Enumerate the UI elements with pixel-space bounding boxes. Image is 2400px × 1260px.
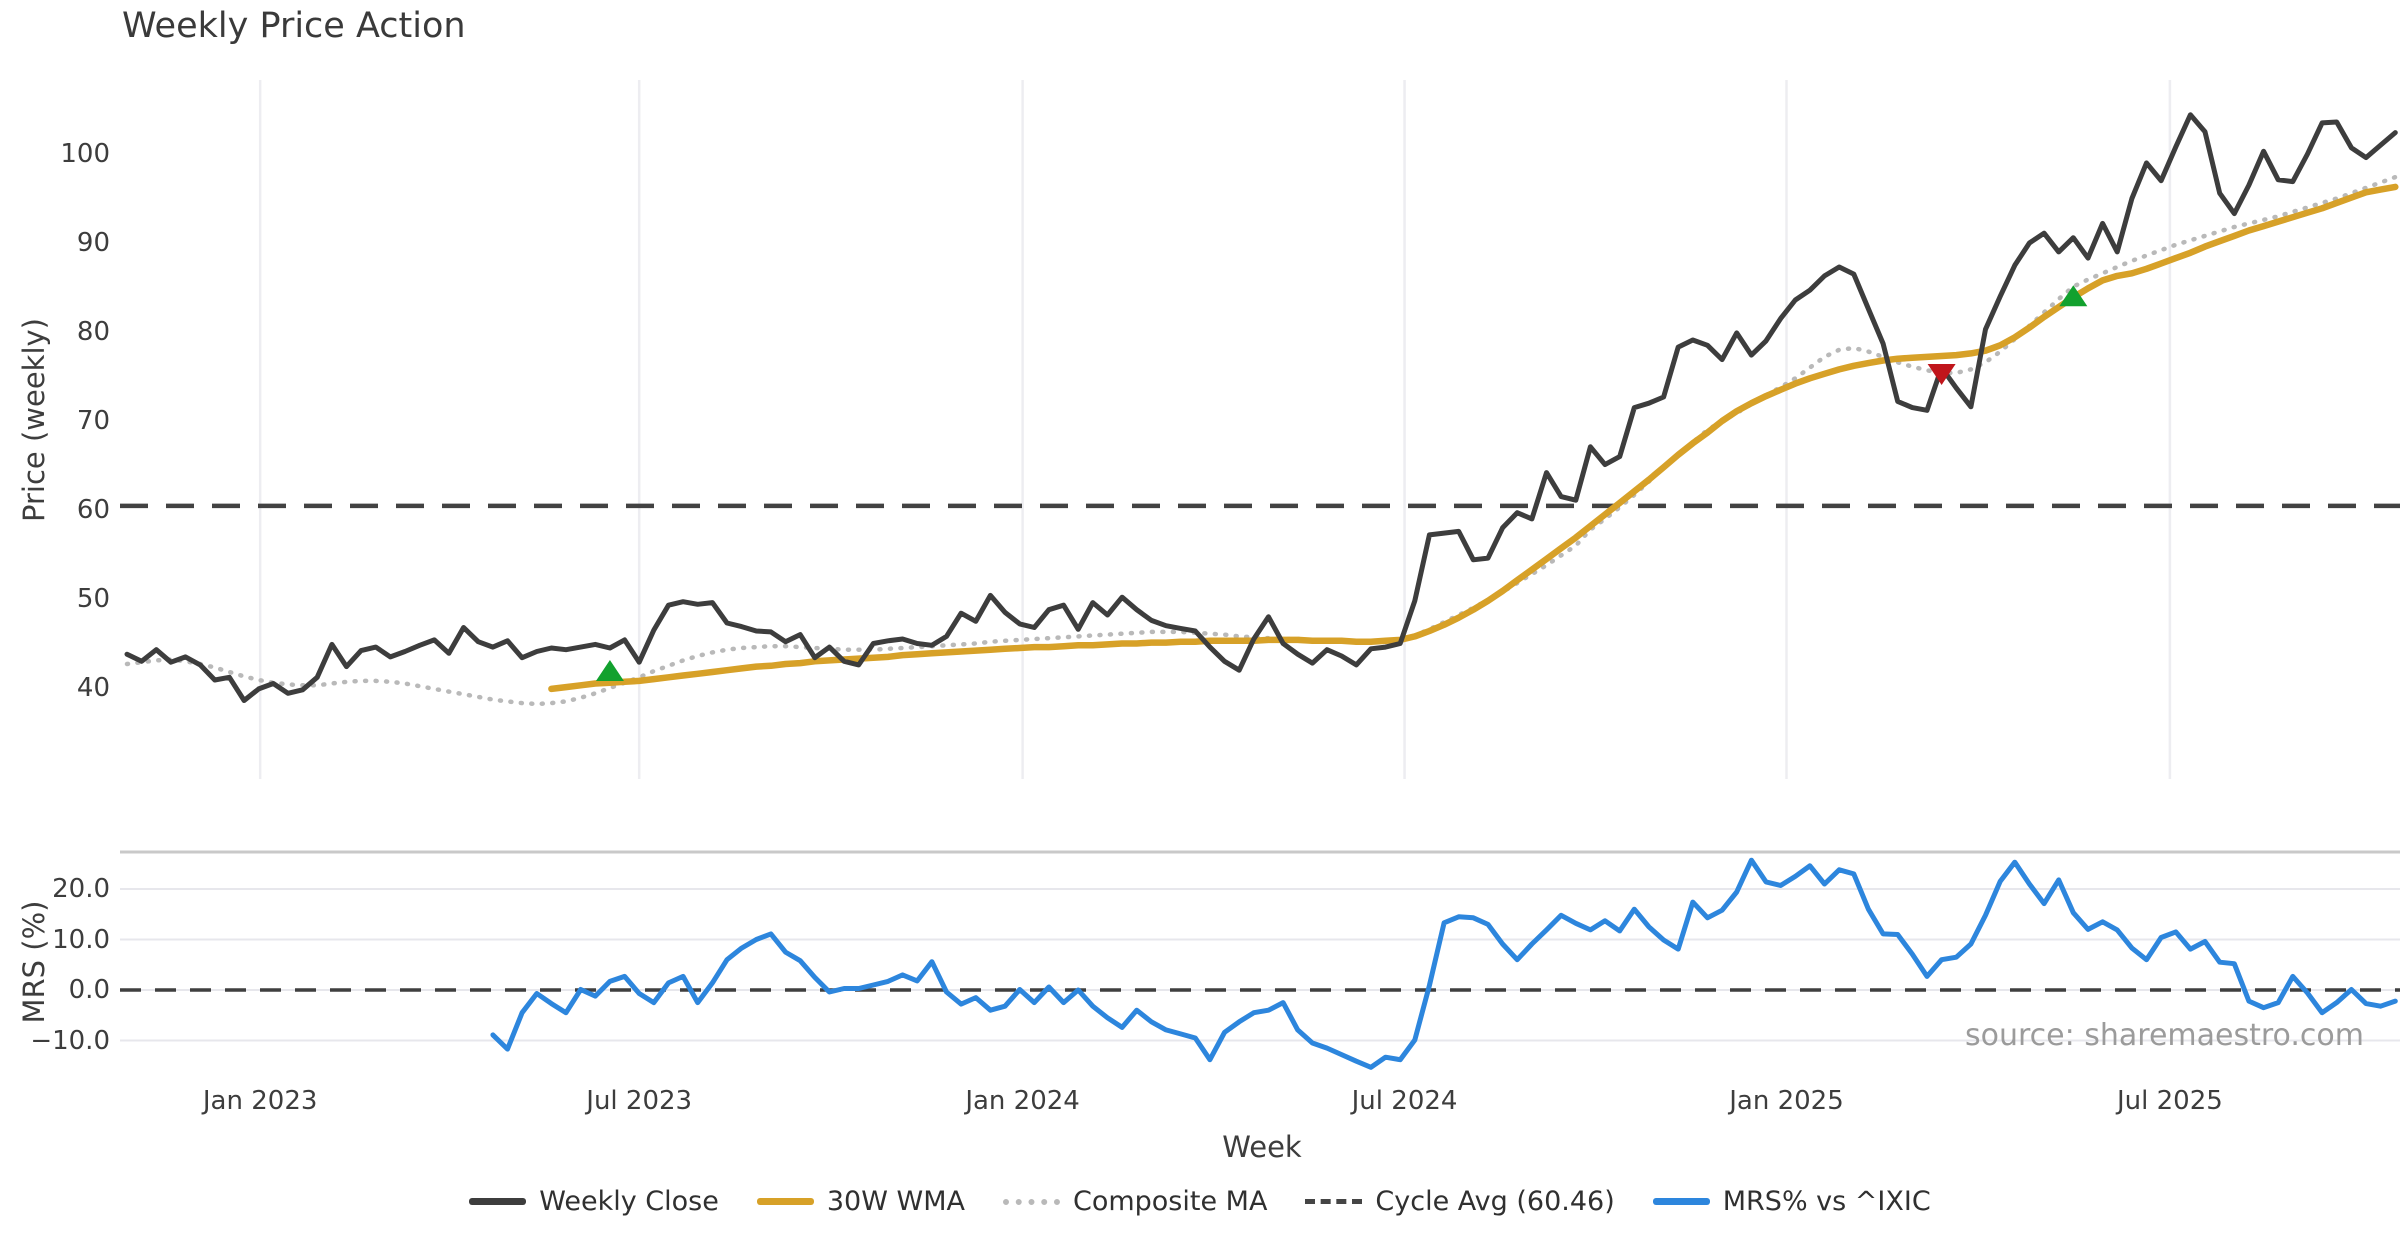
x-tick: Jan 2024 — [965, 1086, 1080, 1116]
sell-signal-marker — [1927, 363, 1956, 385]
chart-title: Weekly Price Action — [122, 6, 466, 46]
signal-markers — [595, 285, 2088, 681]
price-ytick: 50 — [76, 584, 110, 614]
mrs-ytick: 10.0 — [52, 924, 110, 955]
legend-item: MRS% vs ^IXIC — [1652, 1186, 1931, 1217]
legend-item: Cycle Avg (60.46) — [1305, 1186, 1615, 1217]
legend-label: MRS% vs ^IXIC — [1722, 1186, 1931, 1217]
legend-item: Weekly Close — [469, 1186, 719, 1217]
x-tick: Jul 2023 — [586, 1086, 693, 1116]
legend-label: Composite MA — [1072, 1186, 1268, 1217]
x-tick: Jul 2024 — [1351, 1086, 1458, 1116]
price-ytick: 70 — [76, 406, 110, 436]
legend-swatch-dashed — [1305, 1199, 1363, 1204]
price-ytick: 100 — [60, 139, 110, 169]
legend-swatch-solid — [756, 1198, 814, 1205]
x-axis-label: Week — [1222, 1130, 1302, 1164]
legend-label: 30W WMA — [826, 1186, 965, 1217]
x-tick: Jul 2025 — [2117, 1086, 2223, 1116]
x-tick: Jan 2023 — [202, 1086, 318, 1116]
mrs-ytick: 20.0 — [52, 874, 110, 904]
buy-signal-marker — [595, 659, 624, 681]
buy-signal-marker — [2059, 285, 2088, 307]
wma-30w-line — [548, 183, 2399, 693]
price-ytick: 60 — [76, 495, 110, 525]
price-ytick: 80 — [76, 317, 110, 347]
price-ytick: 40 — [76, 673, 110, 703]
legend: Weekly Close 30W WMA Composite MA Cycle Avg… — [0, 1186, 2400, 1217]
price-ytick: 90 — [76, 228, 110, 258]
legend-swatch-solid — [1652, 1198, 1710, 1205]
legend-swatch-solid — [469, 1198, 527, 1205]
legend-swatch-dotted — [1002, 1198, 1060, 1205]
data-series — [124, 112, 2399, 1070]
mrs-ytick: 0.0 — [68, 975, 110, 1005]
source-credit: source: sharemaestro.com — [1965, 1018, 2364, 1053]
weekly-close-line — [124, 112, 2398, 703]
mrs-ytick: −10.0 — [30, 1025, 110, 1056]
x-tick: Jan 2025 — [1729, 1086, 1844, 1116]
legend-item: Composite MA — [1002, 1186, 1268, 1217]
legend-item: 30W WMA — [756, 1186, 965, 1217]
mrs-line — [490, 857, 2398, 1070]
legend-label: Cycle Avg (60.46) — [1375, 1186, 1615, 1217]
reference-lines — [120, 503, 2400, 992]
legend-label: Weekly Close — [539, 1186, 719, 1217]
gridlines — [120, 80, 2400, 1042]
